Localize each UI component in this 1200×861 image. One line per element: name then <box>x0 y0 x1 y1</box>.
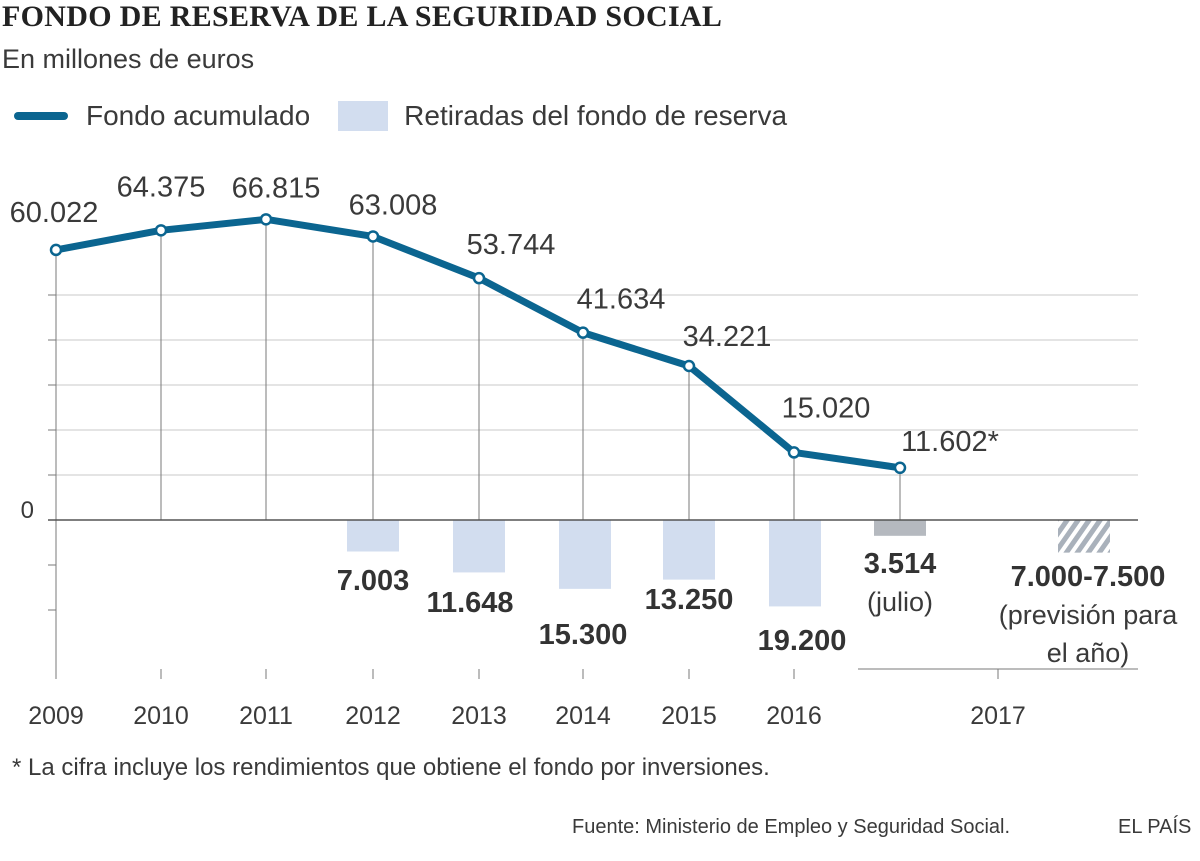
source-note: Fuente: Ministerio de Empleo y Seguridad… <box>572 816 1011 838</box>
withdrawal-value-label: 19.200 <box>758 625 847 657</box>
withdrawal-bar <box>663 520 715 580</box>
fund-point <box>154 224 168 237</box>
fund-value-label: 60.022 <box>10 197 99 229</box>
x-tick-label: 2015 <box>661 702 717 730</box>
withdrawal-value-label: 11.648 <box>426 587 513 619</box>
withdrawal-value-label: 13.250 <box>645 584 734 616</box>
withdrawal-bar <box>1058 520 1110 553</box>
withdrawal-bar <box>769 520 821 607</box>
x-tick-label: 2013 <box>451 702 507 730</box>
fund-point <box>259 213 273 226</box>
x-tick-label: 2016 <box>766 702 822 730</box>
footnote: * La cifra incluye los rendimientos que … <box>12 754 770 781</box>
x-tick-label: 2014 <box>555 702 611 730</box>
fund-value-label: 15.020 <box>782 392 871 424</box>
fund-point <box>366 230 380 243</box>
brand-logo: EL PAÍS <box>1118 816 1192 838</box>
x-tick-label: 2017 <box>970 702 1026 730</box>
x-tick-label: 2010 <box>133 702 189 730</box>
withdrawal-value-label: 7.003 <box>337 565 410 597</box>
withdrawal-value-label: 15.300 <box>539 619 628 651</box>
fund-value-label: 53.744 <box>467 229 556 261</box>
withdrawal-bar <box>347 520 399 552</box>
fund-point <box>893 461 907 475</box>
x-tick-label: 2009 <box>28 702 84 730</box>
fund-value-label: 63.008 <box>349 189 438 221</box>
fund-value-label: 34.221 <box>683 321 772 353</box>
legend-bar-swatch <box>338 101 389 131</box>
withdrawal-sublabel: el año) <box>1047 638 1130 668</box>
withdrawal-bar <box>874 520 926 536</box>
fund-point <box>576 326 590 339</box>
withdrawal-bar <box>559 520 611 589</box>
x-tick-label: 2011 <box>239 702 293 730</box>
legend: Fondo acumulado Retiradas del fondo de r… <box>14 96 787 136</box>
withdrawal-sublabel: (julio) <box>867 587 933 617</box>
fund-point <box>49 243 63 257</box>
fund-point <box>682 359 696 373</box>
fund-value-label: 64.375 <box>117 171 206 203</box>
legend-line-swatch <box>14 112 68 120</box>
fund-point <box>472 271 486 285</box>
fund-point <box>787 446 801 459</box>
legend-line-label: Fondo acumulado <box>86 100 311 131</box>
withdrawal-sublabel: (previsión para <box>999 600 1179 630</box>
fund-value-label: 11.602* <box>901 426 999 458</box>
withdrawal-value-label: 7.000-7.500 <box>1011 561 1166 593</box>
withdrawal-value-label: 3.514 <box>864 548 937 580</box>
chart-subtitle: En millones de euros <box>2 44 255 74</box>
zero-tick-label: 0 <box>21 497 34 524</box>
legend-bar-label: Retiradas del fondo de reserva <box>404 100 788 131</box>
x-tick-label: 2012 <box>345 702 401 730</box>
chart-title: FONDO DE RESERVA DE LA SEGURIDAD SOCIAL <box>2 0 723 33</box>
fund-value-label: 41.634 <box>577 284 666 316</box>
fund-value-label: 66.815 <box>232 172 321 204</box>
withdrawal-bar <box>453 520 505 573</box>
